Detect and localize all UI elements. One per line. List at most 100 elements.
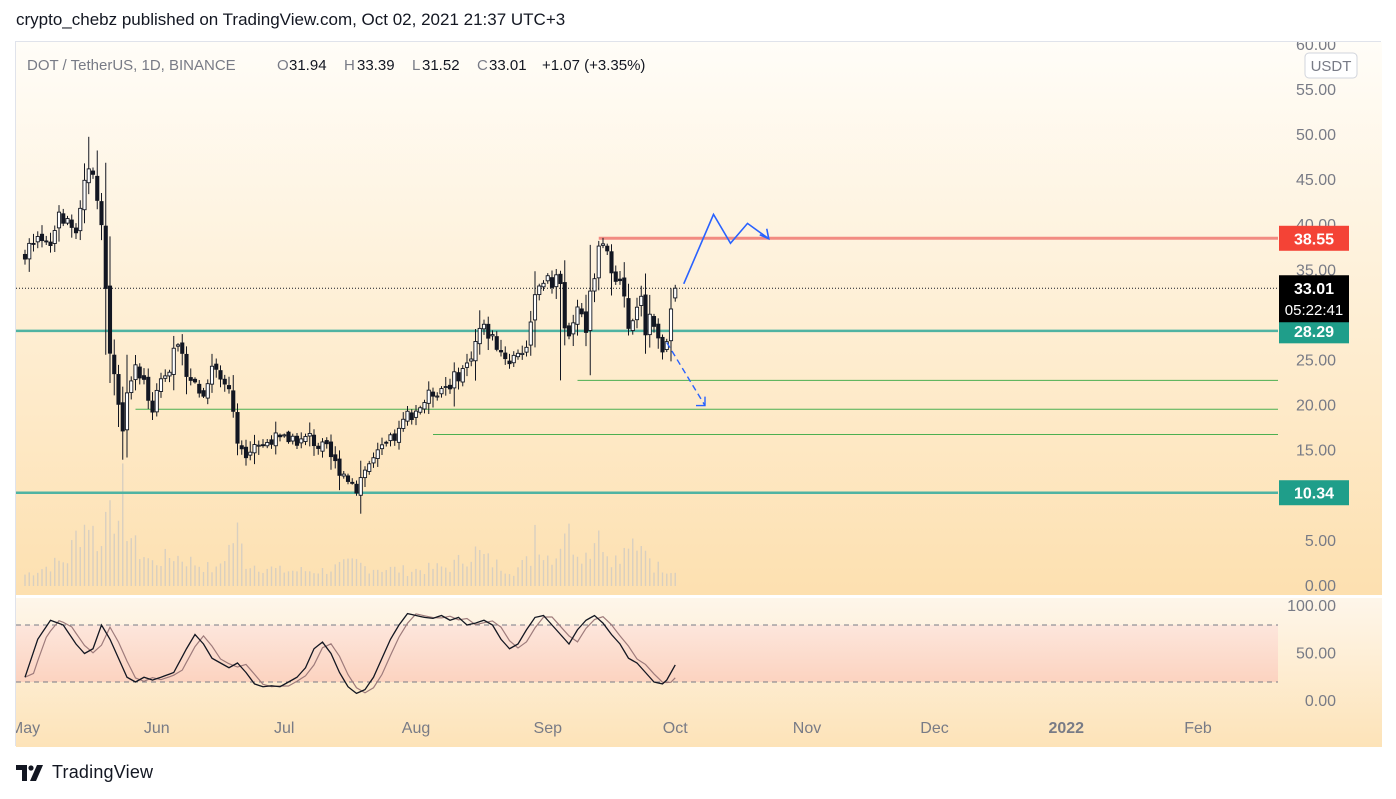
candle-body [82,179,87,211]
candle-body [494,336,499,350]
candle [418,405,423,415]
separator [16,595,1382,598]
candle-body [328,441,334,458]
candle [192,377,198,384]
candle-body [447,384,453,390]
candle [673,284,678,302]
time-tick-label: Jun [144,720,170,737]
candle [188,368,193,386]
candle-body [558,273,563,285]
candle-body [341,473,346,477]
candle-body [120,402,125,432]
candle-body [545,275,550,282]
label-support-upper-bg [1279,318,1349,344]
candle [328,434,334,470]
price-tick-label: 60.00 [1296,42,1336,54]
candle [277,433,283,442]
candle-body [392,433,397,441]
candle [35,231,40,249]
label-resistance: 38.55 [1279,225,1349,251]
main-pane-background [16,42,1382,595]
projection-arrows [666,212,770,407]
candle-body [477,327,482,345]
price-tick-label: 5.00 [1305,533,1336,550]
candle-body [163,375,168,379]
candle-body [269,439,274,445]
candle-body [575,306,580,325]
candle [464,353,470,377]
candle [239,440,244,455]
candle [150,392,155,420]
candle-body [486,323,491,339]
candle-body [456,372,461,382]
candle [609,244,614,296]
currency-badge[interactable]: USDT [1304,52,1358,79]
candle-body [626,298,631,329]
candle [256,440,261,455]
candle [107,236,113,383]
chart-canvas[interactable]: 0.005.0010.0015.0020.0025.0030.0035.0040… [16,42,1382,747]
candle [137,363,142,385]
candle-body [600,243,606,246]
candle-body [150,400,155,413]
label-support-lower: 10.34 [1279,480,1349,506]
candle [430,387,436,408]
candle [163,369,168,382]
projection-up-path [683,212,770,285]
stochastic-rsi [16,612,1278,695]
candle-body [651,316,657,327]
candle [252,434,257,465]
legend-open-value: 31.94 [289,57,327,74]
candle [622,262,627,308]
price-tick-label: 20.00 [1296,398,1336,415]
candle [226,376,232,394]
candle-body [214,363,219,370]
candle [439,386,444,398]
time-tick-label: Dec [920,720,948,737]
candle [73,223,79,240]
candle-body [362,469,368,479]
candle-body [256,444,261,447]
candle-body [154,389,159,413]
candle-body [617,278,623,282]
candle-body [588,290,593,331]
label-support-upper: 28.29 [1279,318,1349,344]
candle-body [443,386,448,389]
candle-body [56,211,62,229]
time-tick-label: Nov [793,720,821,737]
candle [413,405,419,426]
candle-body [209,365,215,385]
candle [515,349,521,360]
candle-body [401,418,406,429]
price-tick-label: 35.00 [1296,262,1336,279]
candle [65,215,70,226]
tradingview-logo[interactable]: TradingView [16,762,153,783]
candle [231,375,236,418]
stoch-tick-label: 50.00 [1296,646,1336,663]
candle [554,268,559,299]
candle-body [647,313,652,336]
candle-body [384,441,389,444]
stoch-band [16,625,1278,682]
candle-body [345,475,351,482]
time-tick-label: Feb [1184,720,1212,737]
candle [375,442,380,467]
candle-body [158,378,164,392]
candle [643,273,648,354]
candle [562,260,567,346]
candle [600,237,606,249]
candle-body [634,306,640,321]
candle [299,432,304,449]
candle [180,334,185,366]
price-tick-label: 55.00 [1296,82,1336,99]
candle [167,369,172,383]
candle [52,225,57,253]
candle [124,354,130,458]
label-support-lower-text: 10.34 [1294,486,1334,503]
chart-area[interactable]: 0.005.0010.0015.0020.0025.0030.0035.0040… [15,41,1382,747]
candle-body [86,168,91,184]
candle [337,450,342,491]
candle-body [316,445,321,449]
candle-body [439,388,444,395]
candle-body [248,451,253,456]
